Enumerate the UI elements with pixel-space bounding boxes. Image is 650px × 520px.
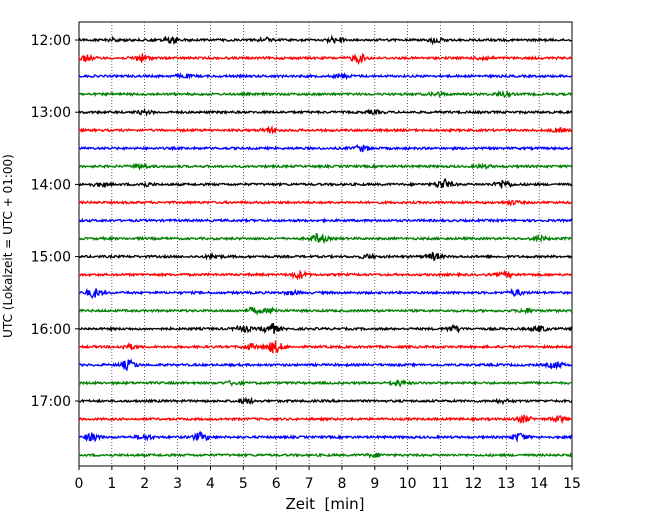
grid-lines [111,22,540,466]
x-tick-label: 11 [432,476,450,492]
plot-area [78,21,573,467]
seismogram-trace [78,162,573,171]
x-axis-title: Zeit [min] [285,495,364,513]
seismogram-trace [78,269,573,281]
x-tick-label: 5 [239,476,248,492]
seismogram-trace [78,414,573,425]
seismogram-trace [78,358,573,372]
seismogram-trace [78,232,573,245]
trace-group [78,34,573,459]
x-tick-label: 12 [464,476,482,492]
seismogram-trace [78,251,573,262]
seismogram-trace [78,306,573,316]
x-tick-label: 6 [272,476,281,492]
y-tick-label: 16:00 [31,322,71,338]
x-tick-label: 13 [497,476,515,492]
y-tick-label: 14:00 [31,177,71,193]
y-axis: 12:00 13:00 14:00 15:00 16:00 17:00 [31,33,79,410]
x-tick-label: 0 [75,476,84,492]
seismogram-trace [78,396,573,406]
seismogram-trace [78,340,573,355]
x-tick-label: 9 [370,476,379,492]
seismogram-trace [78,34,573,46]
x-tick-label: 2 [140,476,149,492]
seismogram-trace [78,217,573,224]
seismogram-trace [78,177,573,189]
seismogram-trace [78,378,573,388]
seismogram-trace [78,287,573,299]
x-tick-label: 14 [530,476,548,492]
seismogram-trace [78,71,573,81]
x-axis: 0 1 2 3 4 5 6 7 8 9 10 11 12 13 14 15 [75,466,581,492]
x-tick-label: 7 [305,476,314,492]
y-axis-title: UTC (Lokalzeit = UTC + 01:00) [1,154,15,338]
seismogram-trace [78,125,573,135]
x-tick-label: 1 [107,476,116,492]
seismogram-trace [78,107,573,117]
plot-frame [78,21,573,467]
seismogram-trace [78,89,573,99]
x-tick-label: 10 [399,476,417,492]
x-tick-label: 3 [173,476,182,492]
x-tick-label: 15 [563,476,581,492]
x-tick-label: 8 [337,476,346,492]
seismogram-trace [78,430,573,443]
seismogram-trace [78,323,573,334]
seismogram-trace [78,52,573,66]
y-tick-label: 15:00 [31,250,71,266]
x-tick-label: 4 [206,476,215,492]
seismogram-trace [78,199,573,207]
y-tick-label: 12:00 [31,33,71,49]
y-tick-label: 13:00 [31,105,71,121]
seismogram-trace [78,143,573,153]
y-tick-label: 17:00 [31,394,71,410]
seismogram-trace [78,451,573,459]
